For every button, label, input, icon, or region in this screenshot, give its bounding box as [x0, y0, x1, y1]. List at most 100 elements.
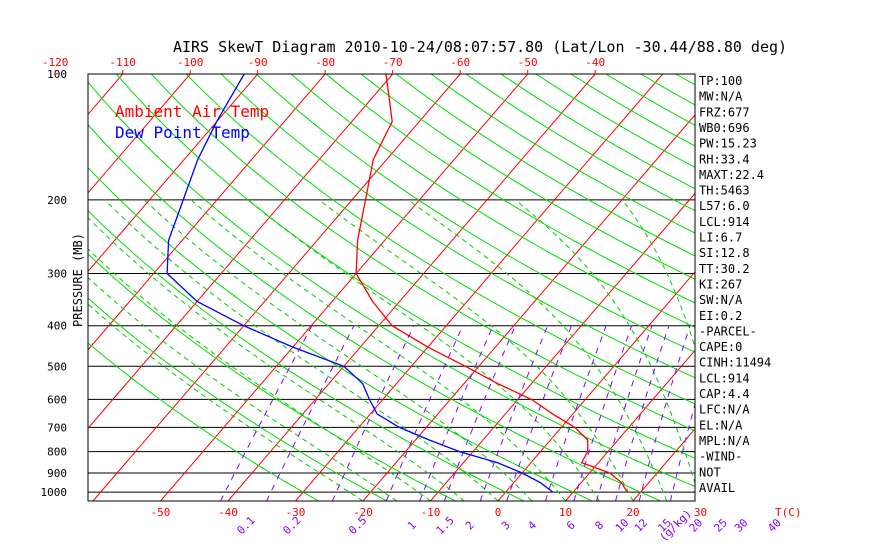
bottom-temp-label: 20 [626, 506, 639, 519]
mixing-ratio-label: 40 [765, 516, 784, 535]
bottom-temp-label: 10 [559, 506, 572, 519]
top-temp-label: -50 [518, 56, 538, 69]
pressure-tick-label: 700 [47, 421, 67, 434]
isotherm-line [836, 74, 870, 501]
dry-adiabat [816, 74, 870, 501]
pressure-tick-label: 400 [47, 320, 67, 333]
bottom-temp-label: 0 [495, 506, 502, 519]
isotherm-line [0, 74, 55, 501]
index-label: MPL:N/A [699, 434, 750, 448]
index-label: FRZ:677 [699, 105, 750, 119]
top-temp-label: -60 [450, 56, 470, 69]
bottom-temp-label: -50 [151, 506, 171, 519]
isotherm-line [227, 74, 596, 501]
moist-adiabat [88, 248, 431, 501]
dry-adiabat [430, 74, 695, 234]
index-label: EL:N/A [699, 418, 743, 432]
index-label: LCL:914 [699, 215, 750, 229]
isotherm-line [88, 74, 394, 430]
isotherm-line [768, 74, 870, 501]
moist-adiabat [88, 303, 364, 501]
index-label: LCL:914 [699, 371, 750, 385]
moist-adiabat [88, 276, 398, 501]
pressure-tick-label: 900 [47, 467, 67, 480]
pressure-tick-label: 600 [47, 393, 67, 406]
y-axis-label: PRESSURE (MB) [71, 233, 85, 327]
dewpoint-line [166, 74, 554, 493]
index-label: TP:100 [699, 74, 742, 88]
index-label: CAP:4.4 [699, 387, 750, 401]
isotherm-line [497, 271, 695, 501]
top-temp-label: -80 [315, 56, 335, 69]
index-label: NOT [699, 465, 721, 479]
mixing-ratio-label: 3 [499, 519, 513, 533]
grid-layer [0, 74, 870, 501]
chart-title: AIRS SkewT Diagram 2010-10-24/08:07:57.8… [173, 38, 787, 56]
index-label: WB0:696 [699, 121, 750, 135]
dry-adiabat [395, 74, 695, 257]
mixing-ratio-label: 8 [592, 519, 606, 533]
mixing-ratio-line [266, 325, 355, 501]
top-temp-label: -90 [248, 56, 268, 69]
pressure-tick-label: 100 [47, 68, 67, 81]
pressure-tick-label: 800 [47, 446, 67, 459]
moist-adiabat [514, 199, 695, 485]
legend: Ambient Air Temp Dew Point Temp [115, 102, 269, 142]
mixing-ratio-label: 2 [463, 519, 477, 533]
dry-adiabat [150, 74, 695, 432]
mixing-ratio-label: 4 [525, 518, 539, 532]
moist-adiabat [143, 199, 533, 501]
temp-unit-label: T(C) [775, 506, 802, 519]
mixing-ratio-line [749, 326, 788, 501]
isotherm-line [88, 74, 124, 116]
mixing-ratio-label: 30 [732, 516, 751, 535]
pressure-tick-label: 1000 [41, 486, 68, 499]
isotherm-line [88, 74, 326, 351]
ambient-temp-line [355, 74, 628, 493]
index-label: CAPE:0 [699, 340, 742, 354]
isotherm-line [565, 349, 695, 501]
dry-adiabat [115, 74, 695, 459]
bottom-temp-label: -20 [353, 506, 373, 519]
top-temp-label: -120 [42, 56, 69, 69]
dry-adiabat [88, 166, 593, 501]
dry-adiabat [88, 253, 456, 501]
index-label: SI:12.8 [699, 246, 750, 260]
dry-adiabat [88, 123, 661, 501]
isotherm-line [88, 74, 191, 194]
mixing-ratio-line [638, 325, 691, 501]
dry-adiabat [88, 342, 319, 501]
dry-adiabat [290, 74, 695, 328]
isotherm-line [92, 74, 461, 501]
dry-adiabat [325, 74, 695, 304]
moist-adiabat [407, 199, 668, 501]
moist-adiabat [88, 216, 465, 501]
mixing-ratio-label: 1 [405, 519, 419, 533]
mixing-ratio-line [220, 325, 313, 501]
dry-adiabat [220, 74, 695, 379]
moist-adiabat [247, 199, 600, 501]
isotherm-line [295, 74, 664, 501]
dry-adiabat [851, 74, 870, 501]
index-label: MW:N/A [699, 90, 743, 104]
dry-adiabat [746, 74, 870, 501]
index-label: CINH:11494 [699, 356, 771, 370]
dry-adiabat [255, 74, 695, 353]
top-temp-label: -40 [585, 56, 605, 69]
isotherm-line [88, 74, 259, 273]
mixing-ratio-line [615, 325, 670, 501]
top-temp-label: -100 [177, 56, 204, 69]
index-label: -WIND- [699, 450, 742, 464]
bottom-temp-label: -40 [218, 506, 238, 519]
pressure-tick-label: 500 [47, 360, 67, 373]
dry-adiabat [185, 74, 695, 405]
index-label: LI:6.7 [699, 231, 742, 245]
dry-adiabat [88, 297, 388, 501]
dry-adiabat [500, 74, 695, 190]
bottom-temp-label: -30 [286, 506, 306, 519]
index-label: AVAIL [699, 481, 735, 495]
top-temp-label: -110 [109, 56, 136, 69]
index-label: SW:N/A [699, 293, 743, 307]
index-label: LFC:N/A [699, 403, 750, 417]
